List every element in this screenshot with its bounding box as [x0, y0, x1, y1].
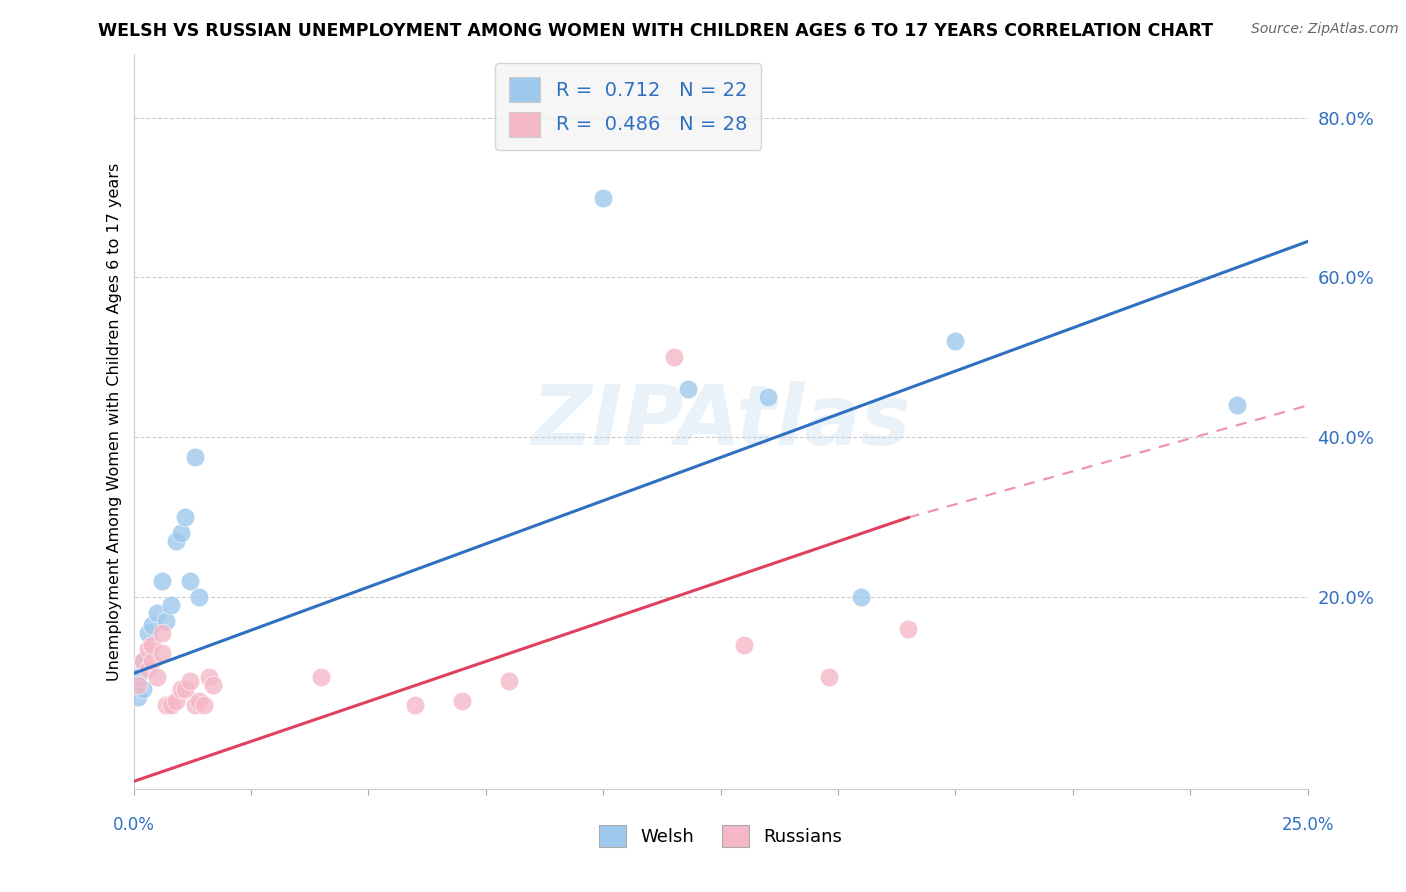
Point: [169, 526, 191, 541]
Point: [197, 670, 219, 684]
Point: [188, 591, 211, 605]
Point: [179, 574, 201, 589]
Point: [150, 647, 173, 661]
Text: 25.0%: 25.0%: [1281, 816, 1334, 834]
Point: [127, 670, 149, 684]
Point: [174, 682, 197, 697]
Point: [498, 674, 520, 689]
Y-axis label: Unemployment Among Women with Children Ages 6 to 17 years: Unemployment Among Women with Children A…: [107, 162, 122, 681]
Point: [451, 694, 474, 708]
Point: [146, 607, 169, 621]
Point: [132, 682, 155, 697]
Point: [676, 383, 699, 397]
Point: [127, 678, 149, 692]
Point: [150, 574, 173, 589]
Point: [160, 599, 183, 613]
Point: [169, 682, 191, 697]
Point: [146, 670, 169, 684]
Point: [136, 662, 159, 676]
Point: [1226, 399, 1249, 413]
Point: [193, 698, 215, 713]
Point: [155, 698, 177, 713]
Point: [592, 190, 614, 204]
Point: [165, 534, 187, 549]
Text: Source: ZipAtlas.com: Source: ZipAtlas.com: [1251, 22, 1399, 37]
Point: [150, 626, 173, 640]
Text: WELSH VS RUSSIAN UNEMPLOYMENT AMONG WOMEN WITH CHILDREN AGES 6 TO 17 YEARS CORRE: WELSH VS RUSSIAN UNEMPLOYMENT AMONG WOME…: [98, 22, 1213, 40]
Point: [132, 655, 155, 669]
Text: 0.0%: 0.0%: [112, 816, 155, 834]
Point: [155, 615, 177, 629]
Point: [174, 510, 197, 524]
Point: [945, 334, 967, 349]
Point: [160, 698, 183, 713]
Point: [183, 450, 205, 465]
Point: [127, 690, 149, 705]
Legend: Welsh, Russians: Welsh, Russians: [592, 817, 849, 854]
Point: [662, 351, 685, 365]
Point: [141, 639, 163, 653]
Point: [851, 591, 873, 605]
Point: [132, 655, 155, 669]
Point: [141, 618, 163, 632]
Point: [165, 694, 187, 708]
Point: [188, 694, 211, 708]
Point: [733, 639, 755, 653]
Point: [136, 626, 159, 640]
Point: [897, 623, 920, 637]
Point: [136, 642, 159, 657]
Point: [179, 674, 201, 689]
Point: [141, 655, 163, 669]
Point: [817, 670, 839, 684]
Point: [183, 698, 205, 713]
Point: [202, 678, 225, 692]
Point: [756, 391, 779, 405]
Text: ZIPAtlas: ZIPAtlas: [531, 381, 910, 462]
Point: [404, 698, 426, 713]
Point: [311, 670, 333, 684]
